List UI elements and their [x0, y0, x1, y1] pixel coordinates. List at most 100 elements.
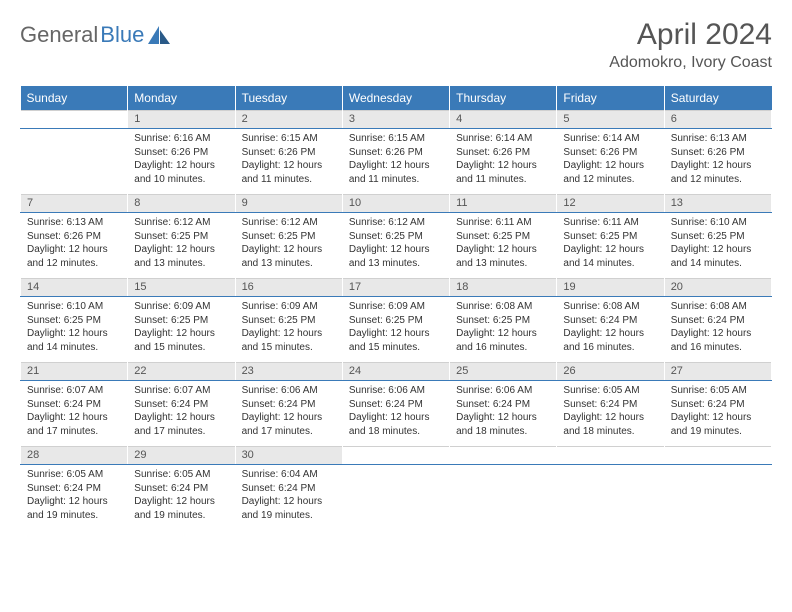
sunrise-line: Sunrise: 6:13 AM	[27, 216, 121, 230]
day-content-cell: Sunrise: 6:12 AMSunset: 6:25 PMDaylight:…	[128, 213, 235, 279]
sunset-line: Sunset: 6:24 PM	[563, 398, 657, 412]
sunset-line: Sunset: 6:25 PM	[456, 230, 550, 244]
sunset-line: Sunset: 6:25 PM	[349, 230, 443, 244]
day-number-cell: 28	[21, 447, 128, 465]
day-number-cell: 8	[128, 195, 235, 213]
day-number-cell: 25	[450, 363, 557, 381]
day-content-cell: Sunrise: 6:05 AMSunset: 6:24 PMDaylight:…	[664, 381, 771, 447]
daylight-line: Daylight: 12 hours and 13 minutes.	[456, 243, 550, 270]
day-number-cell: 15	[128, 279, 235, 297]
daylight-line: Daylight: 12 hours and 19 minutes.	[27, 495, 121, 522]
sunset-line: Sunset: 6:25 PM	[134, 230, 228, 244]
sunrise-line: Sunrise: 6:11 AM	[456, 216, 550, 230]
day-number-cell	[342, 447, 449, 465]
day-content-cell	[342, 465, 449, 531]
sunset-line: Sunset: 6:26 PM	[242, 146, 336, 160]
sunrise-line: Sunrise: 6:05 AM	[671, 384, 765, 398]
day-content-cell: Sunrise: 6:06 AMSunset: 6:24 PMDaylight:…	[450, 381, 557, 447]
daylight-line: Daylight: 12 hours and 13 minutes.	[134, 243, 228, 270]
daylight-line: Daylight: 12 hours and 11 minutes.	[349, 159, 443, 186]
day-number-cell: 3	[342, 111, 449, 129]
sunrise-line: Sunrise: 6:15 AM	[349, 132, 443, 146]
daylight-line: Daylight: 12 hours and 12 minutes.	[27, 243, 121, 270]
weekday-header: Wednesday	[342, 86, 449, 111]
day-content-cell	[664, 465, 771, 531]
weekday-header: Monday	[128, 86, 235, 111]
day-content-cell: Sunrise: 6:10 AMSunset: 6:25 PMDaylight:…	[664, 213, 771, 279]
day-number-cell: 17	[342, 279, 449, 297]
sunset-line: Sunset: 6:26 PM	[671, 146, 765, 160]
day-content-cell: Sunrise: 6:14 AMSunset: 6:26 PMDaylight:…	[450, 129, 557, 195]
day-content-cell: Sunrise: 6:14 AMSunset: 6:26 PMDaylight:…	[557, 129, 664, 195]
sunset-line: Sunset: 6:25 PM	[242, 314, 336, 328]
day-number-cell: 30	[235, 447, 342, 465]
day-content-cell: Sunrise: 6:09 AMSunset: 6:25 PMDaylight:…	[235, 297, 342, 363]
day-content-cell: Sunrise: 6:05 AMSunset: 6:24 PMDaylight:…	[128, 465, 235, 531]
sunset-line: Sunset: 6:26 PM	[134, 146, 228, 160]
day-content-cell: Sunrise: 6:08 AMSunset: 6:24 PMDaylight:…	[557, 297, 664, 363]
sunset-line: Sunset: 6:24 PM	[349, 398, 443, 412]
sunrise-line: Sunrise: 6:09 AM	[134, 300, 228, 314]
sunrise-line: Sunrise: 6:11 AM	[563, 216, 657, 230]
sunset-line: Sunset: 6:24 PM	[671, 398, 765, 412]
sunset-line: Sunset: 6:24 PM	[27, 398, 121, 412]
sunrise-line: Sunrise: 6:12 AM	[134, 216, 228, 230]
daylight-line: Daylight: 12 hours and 16 minutes.	[456, 327, 550, 354]
day-number-row: 14151617181920	[21, 279, 772, 297]
day-number-cell: 26	[557, 363, 664, 381]
day-content-cell: Sunrise: 6:06 AMSunset: 6:24 PMDaylight:…	[235, 381, 342, 447]
day-number-cell: 12	[557, 195, 664, 213]
day-number-cell: 29	[128, 447, 235, 465]
daylight-line: Daylight: 12 hours and 13 minutes.	[242, 243, 336, 270]
day-content-cell: Sunrise: 6:13 AMSunset: 6:26 PMDaylight:…	[21, 213, 128, 279]
day-content-row: Sunrise: 6:16 AMSunset: 6:26 PMDaylight:…	[21, 129, 772, 195]
daylight-line: Daylight: 12 hours and 17 minutes.	[134, 411, 228, 438]
day-content-cell: Sunrise: 6:11 AMSunset: 6:25 PMDaylight:…	[557, 213, 664, 279]
day-content-cell: Sunrise: 6:10 AMSunset: 6:25 PMDaylight:…	[21, 297, 128, 363]
day-number-cell	[664, 447, 771, 465]
sunrise-line: Sunrise: 6:15 AM	[242, 132, 336, 146]
sunset-line: Sunset: 6:25 PM	[563, 230, 657, 244]
daylight-line: Daylight: 12 hours and 13 minutes.	[349, 243, 443, 270]
day-number-row: 123456	[21, 111, 772, 129]
day-content-row: Sunrise: 6:07 AMSunset: 6:24 PMDaylight:…	[21, 381, 772, 447]
day-number-cell: 7	[21, 195, 128, 213]
sunrise-line: Sunrise: 6:10 AM	[27, 300, 121, 314]
month-title: April 2024	[609, 18, 772, 52]
sunset-line: Sunset: 6:26 PM	[456, 146, 550, 160]
day-content-row: Sunrise: 6:13 AMSunset: 6:26 PMDaylight:…	[21, 213, 772, 279]
sunset-line: Sunset: 6:24 PM	[27, 482, 121, 496]
sunset-line: Sunset: 6:26 PM	[563, 146, 657, 160]
sunrise-line: Sunrise: 6:13 AM	[671, 132, 765, 146]
day-number-cell: 16	[235, 279, 342, 297]
day-content-row: Sunrise: 6:05 AMSunset: 6:24 PMDaylight:…	[21, 465, 772, 531]
sunset-line: Sunset: 6:24 PM	[134, 482, 228, 496]
sunrise-line: Sunrise: 6:12 AM	[242, 216, 336, 230]
day-number-cell: 2	[235, 111, 342, 129]
day-number-cell: 4	[450, 111, 557, 129]
logo-text-1: General	[20, 22, 98, 48]
weekday-header-row: SundayMondayTuesdayWednesdayThursdayFrid…	[21, 86, 772, 111]
daylight-line: Daylight: 12 hours and 14 minutes.	[563, 243, 657, 270]
day-content-row: Sunrise: 6:10 AMSunset: 6:25 PMDaylight:…	[21, 297, 772, 363]
sunrise-line: Sunrise: 6:08 AM	[563, 300, 657, 314]
day-content-cell: Sunrise: 6:11 AMSunset: 6:25 PMDaylight:…	[450, 213, 557, 279]
day-content-cell: Sunrise: 6:12 AMSunset: 6:25 PMDaylight:…	[235, 213, 342, 279]
weekday-header: Saturday	[664, 86, 771, 111]
daylight-line: Daylight: 12 hours and 16 minutes.	[671, 327, 765, 354]
day-number-cell: 10	[342, 195, 449, 213]
sunset-line: Sunset: 6:25 PM	[27, 314, 121, 328]
day-content-cell: Sunrise: 6:08 AMSunset: 6:24 PMDaylight:…	[664, 297, 771, 363]
day-number-cell	[21, 111, 128, 129]
sunrise-line: Sunrise: 6:07 AM	[27, 384, 121, 398]
logo-sail-icon	[148, 26, 170, 44]
weekday-header: Sunday	[21, 86, 128, 111]
day-content-cell: Sunrise: 6:04 AMSunset: 6:24 PMDaylight:…	[235, 465, 342, 531]
day-content-cell: Sunrise: 6:05 AMSunset: 6:24 PMDaylight:…	[21, 465, 128, 531]
sunrise-line: Sunrise: 6:08 AM	[671, 300, 765, 314]
sunrise-line: Sunrise: 6:06 AM	[242, 384, 336, 398]
sunset-line: Sunset: 6:25 PM	[456, 314, 550, 328]
sunrise-line: Sunrise: 6:12 AM	[349, 216, 443, 230]
day-content-cell: Sunrise: 6:05 AMSunset: 6:24 PMDaylight:…	[557, 381, 664, 447]
daylight-line: Daylight: 12 hours and 16 minutes.	[563, 327, 657, 354]
